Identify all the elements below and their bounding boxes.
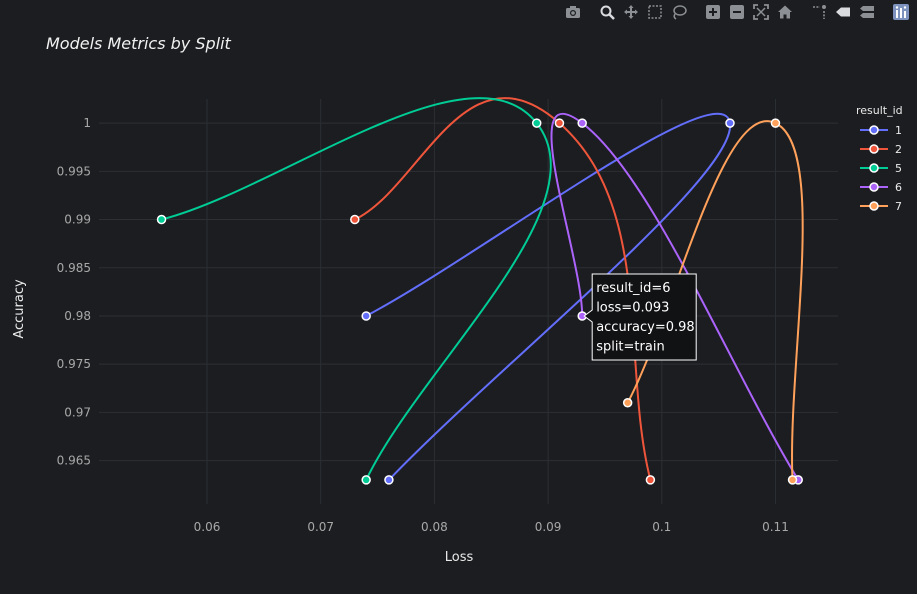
modebar-group xyxy=(561,2,585,22)
legend-label: 7 xyxy=(895,200,902,213)
data-point[interactable] xyxy=(787,475,798,485)
tooltip-box xyxy=(583,273,697,361)
series-line xyxy=(161,97,552,481)
legend-item-2[interactable]: 2 xyxy=(860,143,902,156)
chart-title: Models Metrics by Split xyxy=(46,34,232,53)
grid xyxy=(99,99,838,504)
data-point[interactable] xyxy=(156,214,167,225)
camera-icon xyxy=(566,6,580,18)
legend-title: result_id xyxy=(856,104,903,117)
autoscale-button[interactable] xyxy=(751,2,771,22)
legend-item-1[interactable]: 1 xyxy=(860,124,902,137)
legend-label: 5 xyxy=(895,162,902,175)
spike-lines-icon xyxy=(813,5,826,19)
y-tick-label: 0.98 xyxy=(64,309,91,323)
box-select-icon xyxy=(648,5,662,19)
y-axis-ticks: 0.965 0.97 0.975 0.98 0.985 0.99 0.995 1 xyxy=(57,116,91,468)
y-tick-label: 0.995 xyxy=(57,164,91,178)
legend-label: 2 xyxy=(895,143,902,156)
spike-lines-button[interactable] xyxy=(809,2,829,22)
modebar-group xyxy=(595,2,691,22)
x-axis-title: Loss xyxy=(445,550,474,565)
lasso-select-button[interactable] xyxy=(669,2,689,22)
zoom-in-icon xyxy=(706,5,720,19)
y-tick-label: 0.99 xyxy=(64,213,91,227)
data-point[interactable] xyxy=(725,118,735,128)
plotly-logo-button[interactable] xyxy=(891,2,911,22)
legend[interactable]: result_id 1 2 5 6 7 xyxy=(856,104,903,213)
modebar xyxy=(551,2,913,22)
box-select-button[interactable] xyxy=(645,2,665,22)
tooltip-line: accuracy=0.98 xyxy=(596,320,695,335)
x-tick-label: 0.08 xyxy=(421,520,448,534)
x-tick-label: 0.07 xyxy=(307,520,334,534)
hover-closest-button[interactable] xyxy=(833,2,853,22)
legend-marker xyxy=(869,125,879,135)
tooltip-line: split=train xyxy=(596,339,665,354)
legend-item-7[interactable]: 7 xyxy=(860,200,902,213)
legend-marker xyxy=(869,144,879,154)
hover-tooltip: result_id=6 loss=0.093 accuracy=0.98 split=… xyxy=(583,273,697,361)
x-tick-label: 0.11 xyxy=(762,520,789,534)
hover-compare-button[interactable] xyxy=(857,2,877,22)
series-layer xyxy=(156,97,804,485)
plotly-logo-icon xyxy=(893,4,909,20)
modebar-group xyxy=(701,2,797,22)
y-tick-label: 0.975 xyxy=(57,357,91,371)
legend-marker xyxy=(869,182,879,192)
hover-compare-icon xyxy=(860,6,874,18)
lasso-select-icon xyxy=(673,5,687,20)
series-5 xyxy=(156,97,552,485)
zoom-button[interactable] xyxy=(597,2,617,22)
pan-button[interactable] xyxy=(621,2,641,22)
legend-marker xyxy=(869,163,879,173)
x-axis-ticks: 0.06 0.07 0.08 0.09 0.1 0.11 xyxy=(194,520,789,534)
series-2 xyxy=(350,97,656,485)
reset-axes-button[interactable] xyxy=(775,2,795,22)
data-point[interactable] xyxy=(577,118,587,128)
hover-closest-icon xyxy=(836,7,850,17)
data-point[interactable] xyxy=(554,118,565,128)
y-axis-title: Accuracy xyxy=(12,279,27,339)
y-tick-label: 0.97 xyxy=(64,405,91,419)
x-tick-label: 0.1 xyxy=(652,520,671,534)
pan-icon xyxy=(624,5,638,19)
data-point[interactable] xyxy=(622,398,633,408)
data-point[interactable] xyxy=(384,475,394,485)
data-point[interactable] xyxy=(350,214,360,225)
x-tick-label: 0.06 xyxy=(194,520,221,534)
x-tick-label: 0.09 xyxy=(535,520,562,534)
legend-item-6[interactable]: 6 xyxy=(860,181,902,194)
modebar-group xyxy=(889,2,913,22)
zoom-out-icon xyxy=(730,5,744,19)
y-tick-label: 0.985 xyxy=(57,261,91,275)
legend-marker xyxy=(869,201,879,211)
data-point[interactable] xyxy=(645,475,656,485)
data-point[interactable] xyxy=(361,475,371,485)
tooltip-line: result_id=6 xyxy=(596,281,670,296)
legend-label: 1 xyxy=(895,124,902,137)
reset-axes-icon xyxy=(778,5,792,19)
data-point[interactable] xyxy=(531,118,542,128)
zoom-out-button[interactable] xyxy=(727,2,747,22)
zoom-icon xyxy=(600,5,615,20)
modebar-group xyxy=(807,2,879,22)
autoscale-icon xyxy=(753,4,769,20)
camera-button[interactable] xyxy=(563,2,583,22)
y-tick-label: 1 xyxy=(83,116,91,130)
legend-item-5[interactable]: 5 xyxy=(860,162,902,175)
tooltip-line: loss=0.093 xyxy=(596,300,669,315)
zoom-in-button[interactable] xyxy=(703,2,723,22)
data-point[interactable] xyxy=(361,311,371,321)
data-point[interactable] xyxy=(770,118,781,128)
series-1 xyxy=(361,112,735,485)
legend-label: 6 xyxy=(895,181,902,194)
y-tick-label: 0.965 xyxy=(57,454,91,468)
